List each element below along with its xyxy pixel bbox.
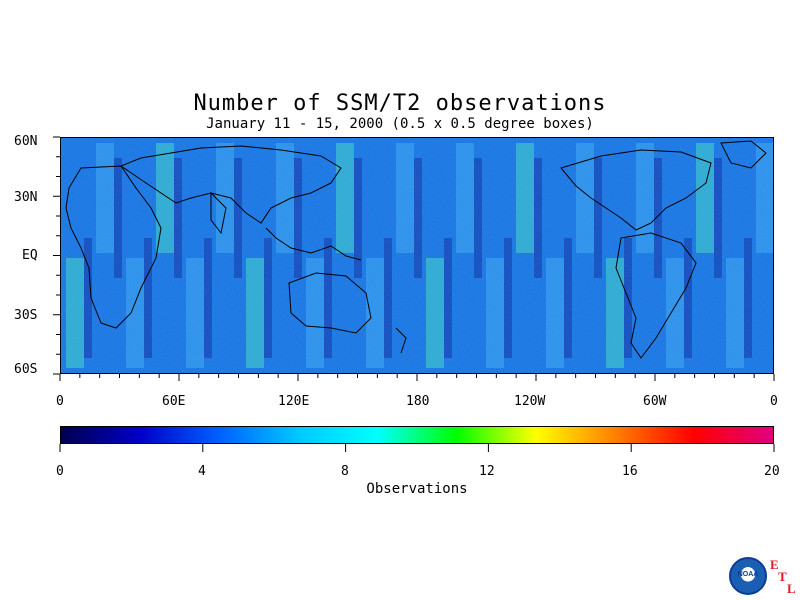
noaa-logo-text: NOAA: [737, 571, 759, 578]
observation-map: [60, 137, 774, 374]
lon-label-0: 0: [56, 394, 64, 409]
colorbar-tick-0: 0: [56, 464, 64, 479]
colorbar-label: Observations: [366, 481, 468, 497]
noaa-logo-icon: NOAA: [729, 557, 767, 595]
lon-label-60e: 60E: [162, 394, 186, 409]
lat-label-60s: 60S: [14, 362, 38, 377]
lon-label-60w: 60W: [643, 394, 667, 409]
lon-label-180: 180: [406, 394, 430, 409]
coastlines: [65, 140, 767, 359]
etl-letter-e: E: [770, 557, 779, 572]
lat-label-60n: 60N: [14, 134, 38, 149]
lat-label-eq: EQ: [22, 248, 38, 263]
colorbar-tick-8: 8: [341, 464, 349, 479]
colorbar-tick-20: 20: [764, 464, 780, 479]
colorbar: [60, 426, 774, 444]
map-subtitle: January 11 - 15, 2000 (0.5 x 0.5 degree …: [206, 116, 594, 132]
observation-map-svg: [61, 138, 773, 373]
colorbar-tick-16: 16: [622, 464, 638, 479]
etl-letter-t: T: [778, 569, 787, 584]
lon-label-120w: 120W: [514, 394, 546, 409]
lon-label-120e: 120E: [278, 394, 310, 409]
map-title: Number of SSM/T2 observations: [193, 91, 607, 116]
noise-texture: [61, 138, 773, 373]
colorbar-tick-4: 4: [198, 464, 206, 479]
lon-label-0-end: 0: [770, 394, 778, 409]
lat-label-30s: 30S: [14, 308, 38, 323]
lat-label-30n: 30N: [14, 190, 38, 205]
etl-letter-l: L: [787, 581, 796, 596]
colorbar-tick-12: 12: [479, 464, 495, 479]
